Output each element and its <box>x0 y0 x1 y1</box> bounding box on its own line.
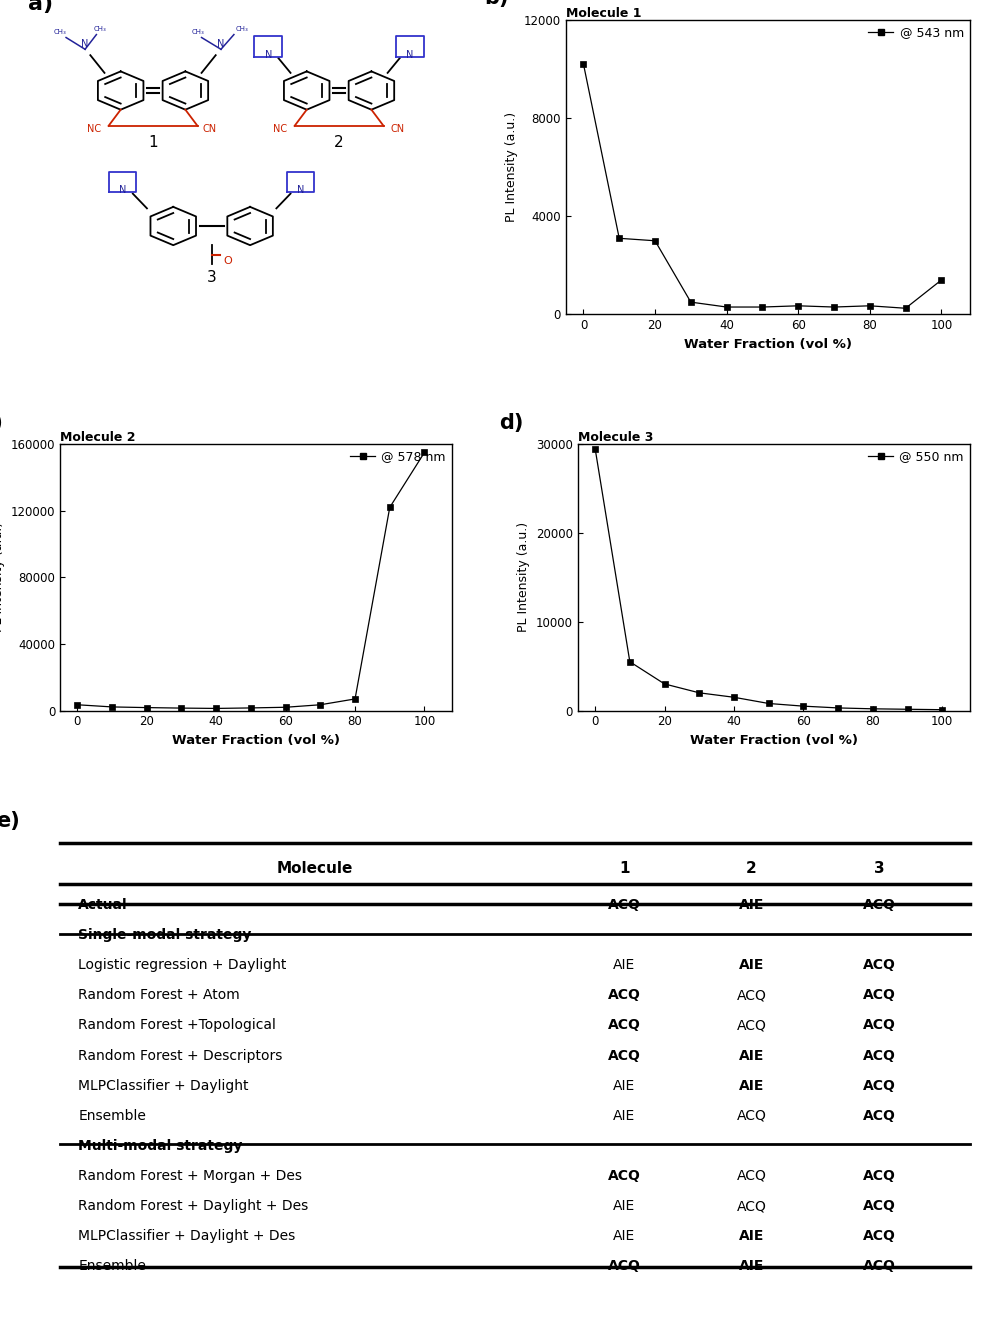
Y-axis label: PL Intensity (a.u.): PL Intensity (a.u.) <box>0 523 5 632</box>
Text: ACQ: ACQ <box>608 1259 641 1273</box>
Text: Single-modal strategy: Single-modal strategy <box>78 929 252 942</box>
Text: Molecule: Molecule <box>277 861 353 876</box>
Legend: @ 578 nm: @ 578 nm <box>350 450 446 463</box>
Text: AIE: AIE <box>613 1109 635 1123</box>
Text: ACQ: ACQ <box>863 1049 895 1062</box>
Text: 1: 1 <box>148 135 158 149</box>
X-axis label: Water Fraction (vol %): Water Fraction (vol %) <box>690 734 858 747</box>
Text: MLPClassifier + Daylight: MLPClassifier + Daylight <box>78 1078 249 1093</box>
Text: Random Forest + Daylight + Des: Random Forest + Daylight + Des <box>78 1199 308 1213</box>
Text: ACQ: ACQ <box>608 1170 641 1183</box>
Text: Molecule 3: Molecule 3 <box>578 431 653 445</box>
Text: a): a) <box>28 0 53 15</box>
Text: AIE: AIE <box>739 958 764 972</box>
Text: CH₃: CH₃ <box>191 29 204 34</box>
Text: ACQ: ACQ <box>863 1170 895 1183</box>
Text: Multi-modal strategy: Multi-modal strategy <box>78 1139 243 1152</box>
Text: ACQ: ACQ <box>863 1019 895 1032</box>
Text: AIE: AIE <box>739 1078 764 1093</box>
Text: ACQ: ACQ <box>863 1259 895 1273</box>
Text: c): c) <box>0 413 3 434</box>
Text: Random Forest +Topological: Random Forest +Topological <box>78 1019 276 1032</box>
Text: CH₃: CH₃ <box>94 25 107 32</box>
Text: ACQ: ACQ <box>863 958 895 972</box>
Text: 3: 3 <box>874 861 884 876</box>
Text: ACQ: ACQ <box>608 1019 641 1032</box>
Text: ACQ: ACQ <box>863 898 895 912</box>
Text: ACQ: ACQ <box>863 1229 895 1244</box>
Text: ACQ: ACQ <box>863 1199 895 1213</box>
Text: N: N <box>217 40 225 49</box>
Text: CN: CN <box>391 124 405 134</box>
Text: AIE: AIE <box>613 958 635 972</box>
Text: d): d) <box>499 413 524 434</box>
Text: NC: NC <box>87 124 101 134</box>
Text: ACQ: ACQ <box>863 1078 895 1093</box>
Text: Molecule 2: Molecule 2 <box>60 431 136 445</box>
Text: MLPClassifier + Daylight + Des: MLPClassifier + Daylight + Des <box>78 1229 295 1244</box>
X-axis label: Water Fraction (vol %): Water Fraction (vol %) <box>172 734 340 747</box>
Text: Logistic regression + Daylight: Logistic regression + Daylight <box>78 958 287 972</box>
Y-axis label: PL Intensity (a.u.): PL Intensity (a.u.) <box>505 112 518 222</box>
Text: ACQ: ACQ <box>608 1049 641 1062</box>
Text: 2: 2 <box>334 135 344 149</box>
Text: N: N <box>81 40 89 49</box>
Text: NC: NC <box>273 124 287 134</box>
Text: ACQ: ACQ <box>737 1109 767 1123</box>
Text: AIE: AIE <box>739 898 764 912</box>
Text: 2: 2 <box>746 861 757 876</box>
Text: ACQ: ACQ <box>608 988 641 1003</box>
Text: Actual: Actual <box>78 898 128 912</box>
Text: ACQ: ACQ <box>737 1170 767 1183</box>
Text: AIE: AIE <box>739 1259 764 1273</box>
Text: CH₃: CH₃ <box>54 29 66 34</box>
Text: N: N <box>119 185 126 194</box>
Text: 1: 1 <box>619 861 629 876</box>
Legend: @ 543 nm: @ 543 nm <box>868 26 964 40</box>
Text: N: N <box>406 49 414 60</box>
Text: Molecule 1: Molecule 1 <box>566 7 641 20</box>
Text: ACQ: ACQ <box>737 1199 767 1213</box>
Text: Ensemble: Ensemble <box>78 1259 146 1273</box>
X-axis label: Water Fraction (vol %): Water Fraction (vol %) <box>684 337 852 351</box>
Text: ACQ: ACQ <box>608 898 641 912</box>
Text: ACQ: ACQ <box>737 1019 767 1032</box>
Text: Random Forest + Morgan + Des: Random Forest + Morgan + Des <box>78 1170 302 1183</box>
Text: ACQ: ACQ <box>737 988 767 1003</box>
Text: AIE: AIE <box>613 1078 635 1093</box>
Text: ACQ: ACQ <box>863 988 895 1003</box>
Text: N: N <box>297 185 304 194</box>
Legend: @ 550 nm: @ 550 nm <box>868 450 964 463</box>
Text: AIE: AIE <box>739 1229 764 1244</box>
Text: AIE: AIE <box>739 1049 764 1062</box>
Text: AIE: AIE <box>613 1229 635 1244</box>
Text: Random Forest + Descriptors: Random Forest + Descriptors <box>78 1049 283 1062</box>
Text: ACQ: ACQ <box>863 1109 895 1123</box>
Text: Ensemble: Ensemble <box>78 1109 146 1123</box>
Text: b): b) <box>485 0 509 8</box>
Text: N: N <box>265 49 272 60</box>
Text: e): e) <box>0 811 20 831</box>
Y-axis label: PL Intensity (a.u.): PL Intensity (a.u.) <box>517 523 530 632</box>
Text: Random Forest + Atom: Random Forest + Atom <box>78 988 240 1003</box>
Text: O: O <box>224 255 233 266</box>
Text: CN: CN <box>203 124 217 134</box>
Text: AIE: AIE <box>613 1199 635 1213</box>
Text: 3: 3 <box>207 270 217 284</box>
Text: CH₃: CH₃ <box>236 25 248 32</box>
